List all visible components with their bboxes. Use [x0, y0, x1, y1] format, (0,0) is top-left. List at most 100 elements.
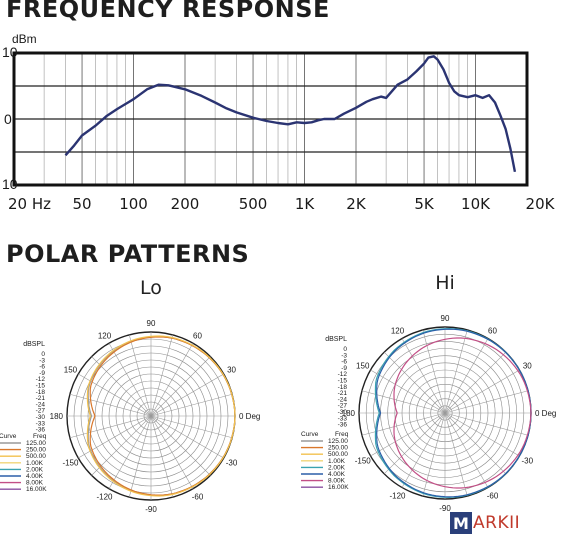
polar-angle-label: 30 [227, 366, 236, 375]
polar-spoke [444, 369, 520, 414]
polar-spoke [91, 415, 152, 476]
polar-legend-label: 125.00 [328, 438, 348, 445]
polar-legend-label: 125.00 [26, 440, 46, 447]
polar-r-tick-label: -21 [36, 395, 46, 402]
polar-r-tick-label: -36 [338, 422, 348, 429]
polar-legend-label: 8.00K [26, 480, 44, 487]
polar-legend-header: Curve [0, 433, 17, 440]
polar-r-tick-label: -12 [36, 376, 46, 383]
fr-response-line [64, 55, 517, 173]
polar-r-tick-label: -12 [338, 371, 348, 378]
polar-r-tick-label: -6 [39, 364, 45, 371]
polar-r-tick-label: -33 [36, 420, 46, 427]
polar-spoke [150, 393, 233, 417]
fr-xtick-label: 500 [239, 195, 268, 213]
polar-r-tick-label: -24 [338, 396, 348, 403]
polar-r-tick-label: -21 [338, 390, 348, 397]
brand-logo: M ARKII [450, 512, 520, 534]
fr-xtick-label: 2K [346, 195, 367, 213]
polar-legend-label: 1.00K [328, 458, 346, 465]
polar-spoke [150, 415, 233, 439]
polar-angle-label: 180 [342, 409, 356, 418]
polar-angle-label: -90 [145, 505, 157, 514]
polar-angle-label: 0 Deg [535, 409, 556, 418]
fr-xtick-label: 20K [526, 195, 556, 213]
polar-spoke [401, 412, 446, 488]
polar-curve [376, 328, 532, 498]
fr-xtick-label: 5K [414, 195, 435, 213]
polar-angle-label: -90 [439, 504, 451, 513]
fr-xtick-label: 100 [119, 195, 148, 213]
polar-spoke [108, 415, 152, 489]
polar-angle-label: -30 [521, 457, 533, 466]
polar-spoke [150, 356, 211, 417]
polar-r-tick-label: -3 [341, 352, 347, 359]
polar-legend-label: 1.00K [26, 460, 44, 467]
polar-spoke [444, 329, 468, 414]
polar-r-tick-label: -36 [36, 427, 46, 434]
polar-spoke [444, 412, 468, 497]
fr-ytick-label: 0 [4, 111, 12, 127]
polar-r-tick-label: -9 [341, 365, 347, 372]
polar-curve [393, 337, 532, 489]
polar-angle-label: -120 [389, 491, 406, 500]
polar-angle-label: -150 [62, 459, 79, 468]
fr-xtick-label: 10K [461, 195, 491, 213]
polar-spoke [401, 338, 446, 414]
polar-spoke [444, 412, 520, 457]
polar-angle-label: 90 [147, 319, 156, 328]
polar-angle-label: 120 [98, 331, 112, 340]
frequency-response-title: FREQUENCY RESPONSE [6, 0, 330, 23]
polar-legend-label: 2.00K [26, 466, 44, 473]
polar-r-tick-label: -18 [338, 384, 348, 391]
polar-r-tick-label: -18 [36, 389, 46, 396]
polar-legend-label: 16.00K [328, 484, 349, 491]
polar-spoke [383, 412, 446, 475]
polar-legend-label: 250.00 [328, 445, 348, 452]
polar-legend-label: 500.00 [328, 451, 348, 458]
polar-spoke [150, 415, 211, 476]
polar-r-tick-label: -3 [39, 357, 45, 364]
fr-frame [12, 51, 529, 187]
polar-spoke [383, 351, 446, 414]
polar-spoke [150, 415, 224, 459]
polar-spoke [444, 351, 507, 414]
polar-legend-label: 8.00K [328, 478, 346, 485]
polar-angle-label: -120 [96, 493, 113, 502]
polar-spoke [444, 412, 529, 436]
polar-spoke [128, 415, 152, 498]
polar-r-tick-label: -27 [36, 408, 46, 415]
logo-mark: M [450, 512, 472, 534]
polar-curve [86, 335, 236, 497]
polar-r-tick-label: -30 [36, 414, 46, 421]
polar-r-tick-label: -33 [338, 415, 348, 422]
polar-angle-label: 150 [64, 366, 78, 375]
polar-spoke [444, 412, 507, 475]
polar-legend-header: Freq [33, 433, 47, 440]
fr-ytick-label: 10 [2, 44, 18, 60]
polar-angle-label: -60 [487, 491, 499, 500]
polar-r-tick-label: 0 [343, 346, 347, 353]
fr-xtick-label: 20 Hz [8, 195, 51, 213]
polar-r-label: dBSPL [23, 341, 45, 348]
polar-angle-label: 0 Deg [239, 412, 260, 421]
polar-r-tick-label: -24 [36, 401, 46, 408]
polar-title: Hi [435, 272, 455, 294]
polar-angle-label: 60 [193, 331, 202, 340]
polar-angle-label: -30 [226, 459, 238, 468]
polar-angle-label: 60 [488, 327, 497, 336]
fr-xtick-label: 50 [73, 195, 92, 213]
fr-ylabel: dBm [12, 32, 37, 46]
polar-r-tick-label: 0 [41, 351, 45, 358]
polar-spoke [370, 369, 446, 414]
polar-legend-label: 4.00K [26, 473, 44, 480]
polar-title: Lo [140, 277, 162, 299]
polar-r-tick-label: -30 [338, 409, 348, 416]
fr-ytick-label: 10 [2, 176, 18, 192]
polar-spoke [444, 390, 529, 414]
polar-r-tick-label: -6 [341, 359, 347, 366]
polar-r-label: dBSPL [325, 336, 347, 343]
fr-xtick-label: 1K [295, 195, 316, 213]
polar-spoke [69, 393, 152, 417]
polar-spoke [128, 334, 152, 417]
